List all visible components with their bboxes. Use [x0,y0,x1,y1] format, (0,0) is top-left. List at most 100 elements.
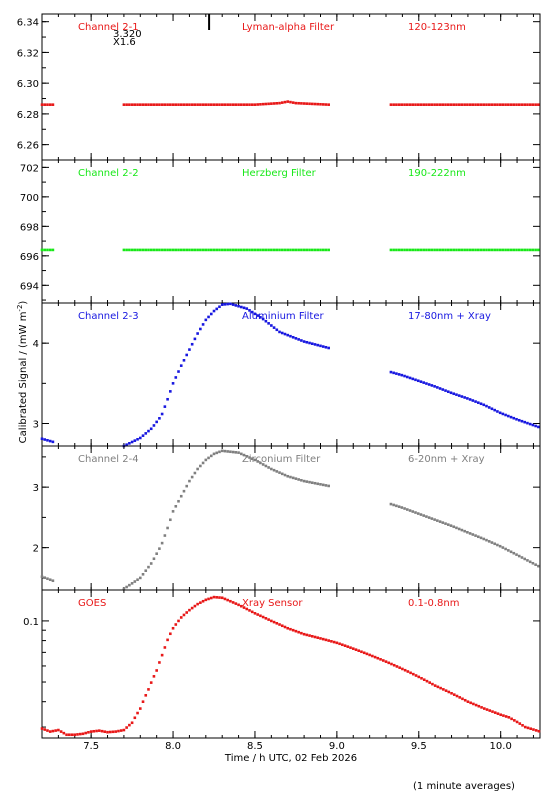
goes-point [406,670,410,673]
channel-2-1-point [463,103,466,106]
channel-2-4-point [457,527,461,531]
channel-2-3-point [240,305,243,309]
channel-2-2-point [509,248,513,252]
channel-2-3-point [422,381,425,384]
goes-point [319,637,322,640]
channel-2-4-point [204,458,208,462]
channel-2-4-point [122,587,126,591]
goes-point [270,619,273,623]
channel-2-2-point [275,248,279,252]
channel-2-2-point [321,248,325,252]
goes-point [81,732,85,736]
channel-2-2-point [324,248,328,252]
goes-point [220,596,224,600]
goes-point [286,626,290,630]
channel-2-4-point [468,532,472,535]
channel-2-2-point [188,248,191,252]
channel-2-4-point [427,516,431,519]
x-tick-label: 9.5 [411,741,427,752]
channel-2-3-point [283,332,287,336]
channel-2-1-point [248,103,251,106]
channel-2-2-point [452,248,456,252]
channel-2-4-point [280,472,284,476]
channel-2-2-series-3 [389,248,540,252]
goes-series-1 [40,595,541,737]
channel-2-1-label-right: 120-123nm [408,22,466,33]
goes-point [122,728,126,732]
channel-2-1-point [528,103,532,106]
goes-point [537,729,541,733]
channel-2-2-point [155,248,158,252]
channel-2-4-point [455,526,458,530]
goes-point [291,628,295,632]
channel-2-3-point [471,399,475,402]
channel-2-1-point [389,103,393,106]
goes-point [103,730,107,733]
goes-point [472,702,475,706]
channel-2-1-point [406,103,409,106]
goes-point [442,688,445,691]
y-axis-label-close: ) [18,301,29,305]
channel-2-1-point [471,103,475,106]
goes-point [188,608,191,612]
channel-2-3-point [133,439,137,442]
channel-2-1-point [122,103,126,106]
channel-2-4-point [482,537,486,541]
goes-point [250,610,254,614]
channel-2-4-point [256,460,259,463]
channel-2-2-point [411,248,415,252]
channel-2-3-point [201,323,205,326]
goes-point [204,598,208,602]
channel-2-1-point [297,101,300,105]
channel-2-2-ytick-label: 700 [20,193,39,204]
channel-2-4-point [283,473,287,477]
channel-2-1-point [327,103,330,106]
channel-2-3-point [248,309,251,312]
channel-2-3-point [261,317,265,321]
channel-2-3-label-right: 17-80nm + Xray [408,311,491,322]
channel-2-3-point [438,387,442,390]
goes-point [518,722,522,725]
goes-point [362,651,366,655]
goes-point [280,624,284,628]
channel-2-4-point [130,582,134,585]
channel-2-2-point [300,248,303,252]
goes-point [48,730,52,733]
channel-2-4-point [490,541,494,544]
channel-2-4-point [444,522,447,525]
channel-2-2-point [444,248,447,252]
channel-2-1-point [169,103,172,106]
channel-2-2-point [406,248,409,252]
channel-2-3-point [48,439,52,443]
channel-2-4-point [449,524,453,527]
channel-2-2-point [403,248,406,252]
channel-2-1-point [280,101,284,104]
goes-point [515,720,519,724]
channel-2-4-point [133,580,137,583]
goes-point [387,661,391,665]
channel-2-4-point [321,483,325,487]
channel-2-3-point [319,344,322,348]
goes-point [428,681,431,684]
channel-2-1-point [517,103,521,106]
channel-2-2-point [515,248,518,252]
goes-point [73,733,77,737]
channel-2-3-point [259,316,262,319]
channel-2-2-point [436,248,439,252]
channel-2-2-point [291,248,295,252]
channel-2-1-point [40,103,44,106]
channel-2-1-point [209,103,213,106]
channel-2-3-point [534,424,537,428]
channel-2-4-point [259,461,262,465]
channel-2-4-point [316,482,320,486]
channel-2-1-point [278,101,281,105]
channel-2-4-point [310,481,314,485]
channel-2-2-point [196,248,199,252]
channel-2-4-point [479,536,483,540]
goes-point [248,609,251,612]
channel-2-4-point [177,499,180,503]
channel-2-2-point [169,248,172,252]
goes-point [231,601,235,604]
channel-2-2-point [289,248,292,252]
channel-2-1-point [515,103,518,106]
